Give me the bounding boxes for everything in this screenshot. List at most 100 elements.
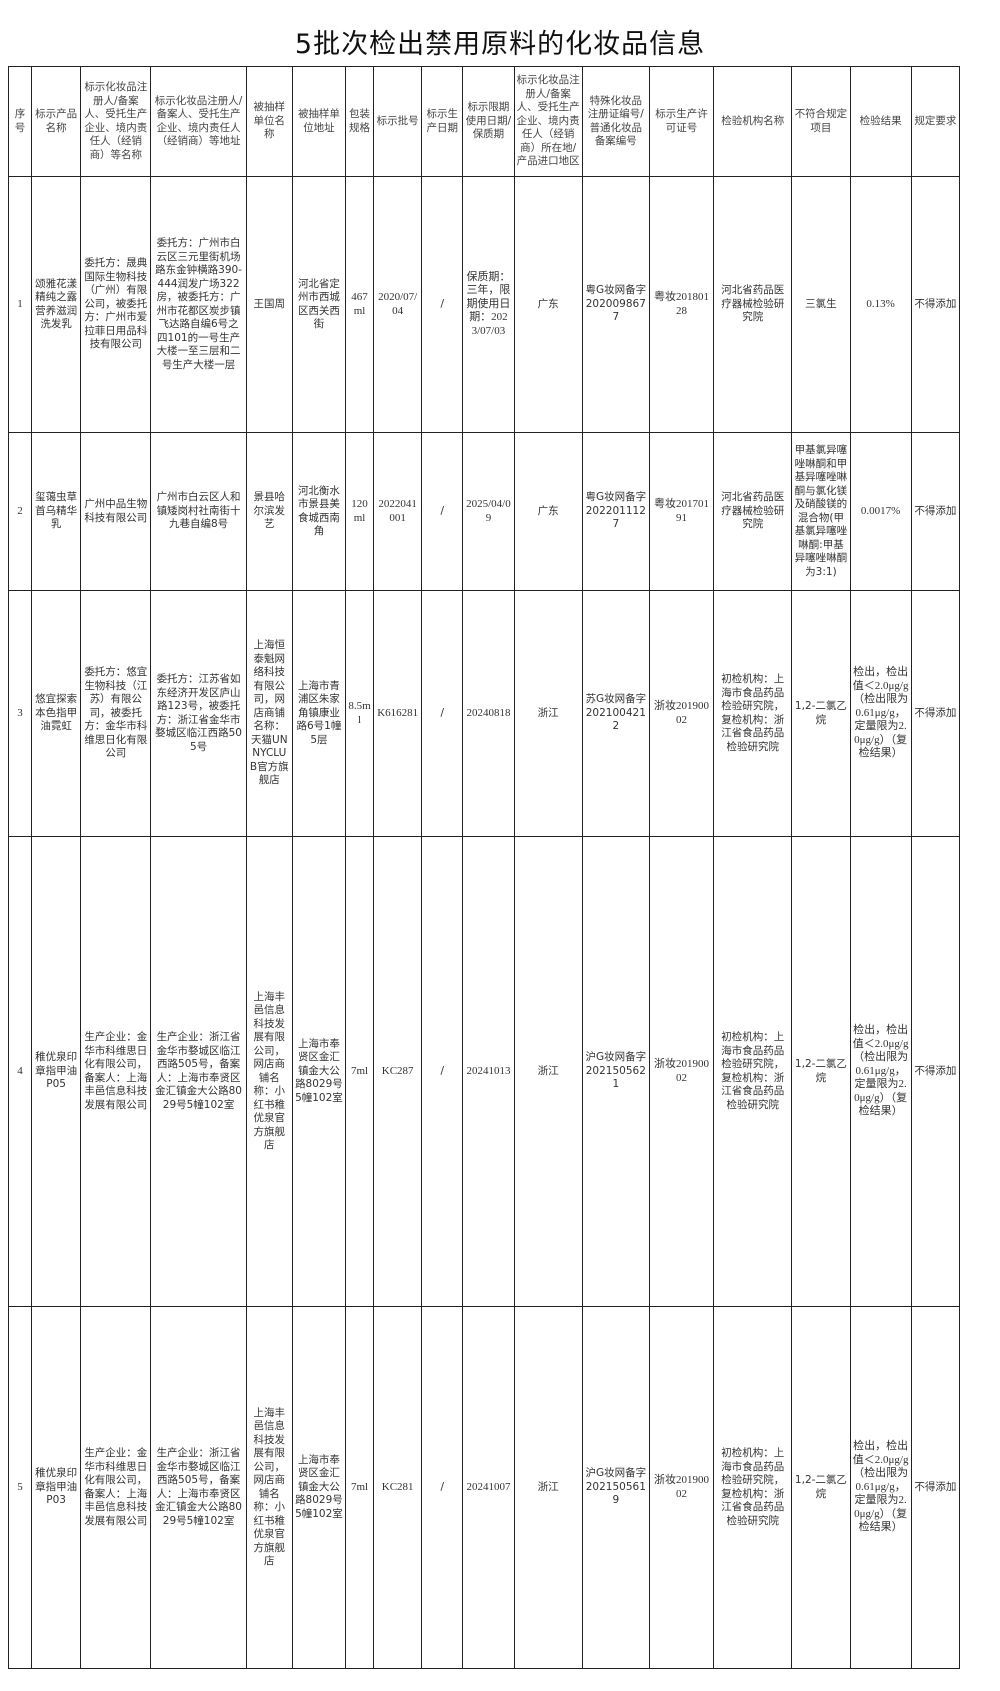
column-header: 标示限期使用日期/保质期 bbox=[462, 66, 515, 177]
table-row: 4 稚优泉印章指甲油P05 生产企业：金华市科维思日化有限公司，备案人：上海丰邑信息… bbox=[7, 836, 961, 1307]
table-cell: 0.13% bbox=[849, 176, 912, 433]
column-header: 检验结果 bbox=[849, 66, 912, 177]
table-cell: 生产企业：金华市科维思日化有限公司，备案人：上海丰邑信息科技发展有限公司 bbox=[80, 1306, 152, 1669]
table-cell: 不得添加 bbox=[910, 176, 961, 433]
column-header: 标示化妆品注册人/备案人、受托生产企业、境内责任人（经销商）等地址 bbox=[150, 66, 247, 177]
table-cell: 委托方：广州市白云区三元里街机场路东金钟横路390-444润发广场322房，被委… bbox=[150, 176, 247, 433]
table-cell: 生产企业：金华市科维思日化有限公司，备案人：上海丰邑信息科技发展有限公司 bbox=[80, 836, 152, 1307]
column-header: 序号 bbox=[7, 66, 33, 177]
column-header: 标示生产日期 bbox=[421, 66, 464, 177]
table-cell: 3 bbox=[7, 590, 33, 837]
column-header: 被抽样单位地址 bbox=[291, 66, 347, 177]
column-header: 不符合规定项目 bbox=[791, 66, 851, 177]
table-cell: 检出，检出值＜2.0μg/g（检出限为0.61μg/g，定量限为2.0μg/g）… bbox=[849, 590, 912, 837]
table-cell: 稚优泉印章指甲油P05 bbox=[31, 836, 82, 1307]
table-cell: 7ml bbox=[345, 1306, 375, 1669]
table-cell: 河北省定州市西城区西关西街 bbox=[291, 176, 347, 433]
table-cell: 广东 bbox=[513, 432, 583, 591]
table-cell: 1,2-二氯乙烷 bbox=[791, 1306, 851, 1669]
column-header: 规定要求 bbox=[910, 66, 961, 177]
table-cell: 上海丰邑信息科技发展有限公司，网店商铺名称：小红书稚优泉官方旗舰店 bbox=[245, 836, 293, 1307]
table-cell: / bbox=[421, 1306, 464, 1669]
table-cell: 河北省药品医疗器械检验研究院 bbox=[713, 176, 793, 433]
column-header: 被抽样单位名称 bbox=[245, 66, 293, 177]
table-cell: 浙妆20190002 bbox=[648, 836, 715, 1307]
table-cell: 保质期：三年，限期使用日期：2023/07/03 bbox=[462, 176, 515, 433]
table-cell: 初检机构：上海市食品药品检验研究院，复检机构：浙江省食品药品检验研究院 bbox=[713, 590, 793, 837]
table-cell: 20241007 bbox=[462, 1306, 515, 1669]
table-cell: 苏G妆网备字2021004212 bbox=[581, 590, 650, 837]
table-cell: 2020/07/04 bbox=[373, 176, 423, 433]
table-cell: 不得添加 bbox=[910, 432, 961, 591]
table-row: 1 颂雅花漾精纯之露营养滋润洗发乳 委托方：晟典国际生物科技（广州）有限公司，被委托… bbox=[7, 176, 961, 433]
table-cell: 上海丰邑信息科技发展有限公司，网店商铺名称：小红书稚优泉官方旗舰店 bbox=[245, 1306, 293, 1669]
table-row: 2 玺蔼虫草首乌精华乳 广州中品生物科技有限公司 广州市白云区人和镇矮岗村社南街十九巷… bbox=[7, 432, 961, 591]
table-cell: 检出，检出值＜2.0μg/g（检出限为0.61μg/g，定量限为2.0μg/g）… bbox=[849, 1306, 912, 1669]
table-cell: / bbox=[421, 432, 464, 591]
table-cell: 4 bbox=[7, 836, 33, 1307]
table-cell: 2 bbox=[7, 432, 33, 591]
table-cell: 广州中品生物科技有限公司 bbox=[80, 432, 152, 591]
table-cell: 初检机构：上海市食品药品检验研究院，复检机构：浙江省食品药品检验研究院 bbox=[713, 1306, 793, 1669]
table-cell: / bbox=[421, 590, 464, 837]
column-header: 标示批号 bbox=[373, 66, 423, 177]
table-row: 3 悠宜探索本色指甲油霓虹 委托方：悠宜生物科技（江苏）有限公司，被委托方：金华市科… bbox=[7, 590, 961, 837]
table-cell: 甲基氯异噻唑啉酮和甲基异噻唑啉酮与氯化镁及硝酸镁的混合物(甲基氯异噻唑啉酮:甲基… bbox=[791, 432, 851, 591]
table-cell: 7ml bbox=[345, 836, 375, 1307]
table-cell: 粤G妆网备字2022011127 bbox=[581, 432, 650, 591]
column-header: 检验机构名称 bbox=[713, 66, 793, 177]
table-cell: 1,2-二氯乙烷 bbox=[791, 590, 851, 837]
table-cell: 不得添加 bbox=[910, 1306, 961, 1669]
table-cell: 不得添加 bbox=[910, 590, 961, 837]
table-cell: 沪G妆网备字2021505619 bbox=[581, 1306, 650, 1669]
table-cell: 浙妆20190002 bbox=[648, 590, 715, 837]
table-cell: 467ml bbox=[345, 176, 375, 433]
table-cell: 120ml bbox=[345, 432, 375, 591]
table-cell: K616281 bbox=[373, 590, 423, 837]
page-title: 5批次检出禁用原料的化妆品信息 bbox=[294, 29, 706, 60]
table-cell: 王国周 bbox=[245, 176, 293, 433]
table-cell: 粤妆20170191 bbox=[648, 432, 715, 591]
column-header: 包装规格 bbox=[345, 66, 375, 177]
table-cell: 上海市青浦区朱家角镇康业路6号1幢5层 bbox=[291, 590, 347, 837]
table-cell: 8.5ml bbox=[345, 590, 375, 837]
table-cell: 沪G妆网备字2021505621 bbox=[581, 836, 650, 1307]
table-cell: 浙江 bbox=[513, 836, 583, 1307]
cosmetics-table: 序号 标示产品名称 标示化妆品注册人/备案人、受托生产企业、境内责任人（经销商）等名… bbox=[7, 66, 961, 1669]
table-cell: 上海市奉贤区金汇镇金大公路8029号5幢102室 bbox=[291, 836, 347, 1307]
header-row: 序号 标示产品名称 标示化妆品注册人/备案人、受托生产企业、境内责任人（经销商）等名… bbox=[7, 66, 961, 177]
table-cell: 委托方：晟典国际生物科技（广州）有限公司，被委托方：广州市爱拉菲日用品科技有限公… bbox=[80, 176, 152, 433]
table-cell: KC281 bbox=[373, 1306, 423, 1669]
table-cell: 1,2-二氯乙烷 bbox=[791, 836, 851, 1307]
column-header: 标示生产许可证号 bbox=[648, 66, 715, 177]
table-cell: 粤妆20180128 bbox=[648, 176, 715, 433]
table-cell: 0.0017% bbox=[849, 432, 912, 591]
table-cell: 5 bbox=[7, 1306, 33, 1669]
table-cell: 河北衡水市景县美食城西南角 bbox=[291, 432, 347, 591]
table-cell: 河北省药品医疗器械检验研究院 bbox=[713, 432, 793, 591]
table-cell: 2022041001 bbox=[373, 432, 423, 591]
table-cell: 1 bbox=[7, 176, 33, 433]
table-cell: 委托方：悠宜生物科技（江苏）有限公司，被委托方：金华市科维思日化有限公司 bbox=[80, 590, 152, 837]
table-cell: 三氯生 bbox=[791, 176, 851, 433]
table-cell: 广东 bbox=[513, 176, 583, 433]
table-cell: 20241013 bbox=[462, 836, 515, 1307]
table-cell: 不得添加 bbox=[910, 836, 961, 1307]
table-cell: 生产企业：浙江省金华市婺城区临江西路505号，备案人：上海市奉贤区金汇镇金大公路… bbox=[150, 1306, 247, 1669]
table-cell: 委托方：江苏省如东经济开发区庐山路123号，被委托方：浙江省金华市婺城区临江西路… bbox=[150, 590, 247, 837]
table-cell: 浙江 bbox=[513, 1306, 583, 1669]
table-cell: 生产企业：浙江省金华市婺城区临江西路505号，备案人：上海市奉贤区金汇镇金大公路… bbox=[150, 836, 247, 1307]
table-cell: 景县哈尔滨发艺 bbox=[245, 432, 293, 591]
table-cell: / bbox=[421, 836, 464, 1307]
table-cell: 20240818 bbox=[462, 590, 515, 837]
column-header: 特殊化妆品注册证编号/普通化妆品备案编号 bbox=[581, 66, 650, 177]
table-cell: KC287 bbox=[373, 836, 423, 1307]
table-cell: 上海恒泰魁网络科技有限公司，网店商铺名称：天猫UNNYCLUB官方旗舰店 bbox=[245, 590, 293, 837]
table-cell: 玺蔼虫草首乌精华乳 bbox=[31, 432, 82, 591]
table-cell: 颂雅花漾精纯之露营养滋润洗发乳 bbox=[31, 176, 82, 433]
table-cell: 初检机构：上海市食品药品检验研究院，复检机构：浙江省食品药品检验研究院 bbox=[713, 836, 793, 1307]
table-cell: 悠宜探索本色指甲油霓虹 bbox=[31, 590, 82, 837]
table-row: 5 稚优泉印章指甲油P03 生产企业：金华市科维思日化有限公司，备案人：上海丰邑信息… bbox=[7, 1306, 961, 1669]
table-cell: 稚优泉印章指甲油P03 bbox=[31, 1306, 82, 1669]
table-cell: 浙江 bbox=[513, 590, 583, 837]
